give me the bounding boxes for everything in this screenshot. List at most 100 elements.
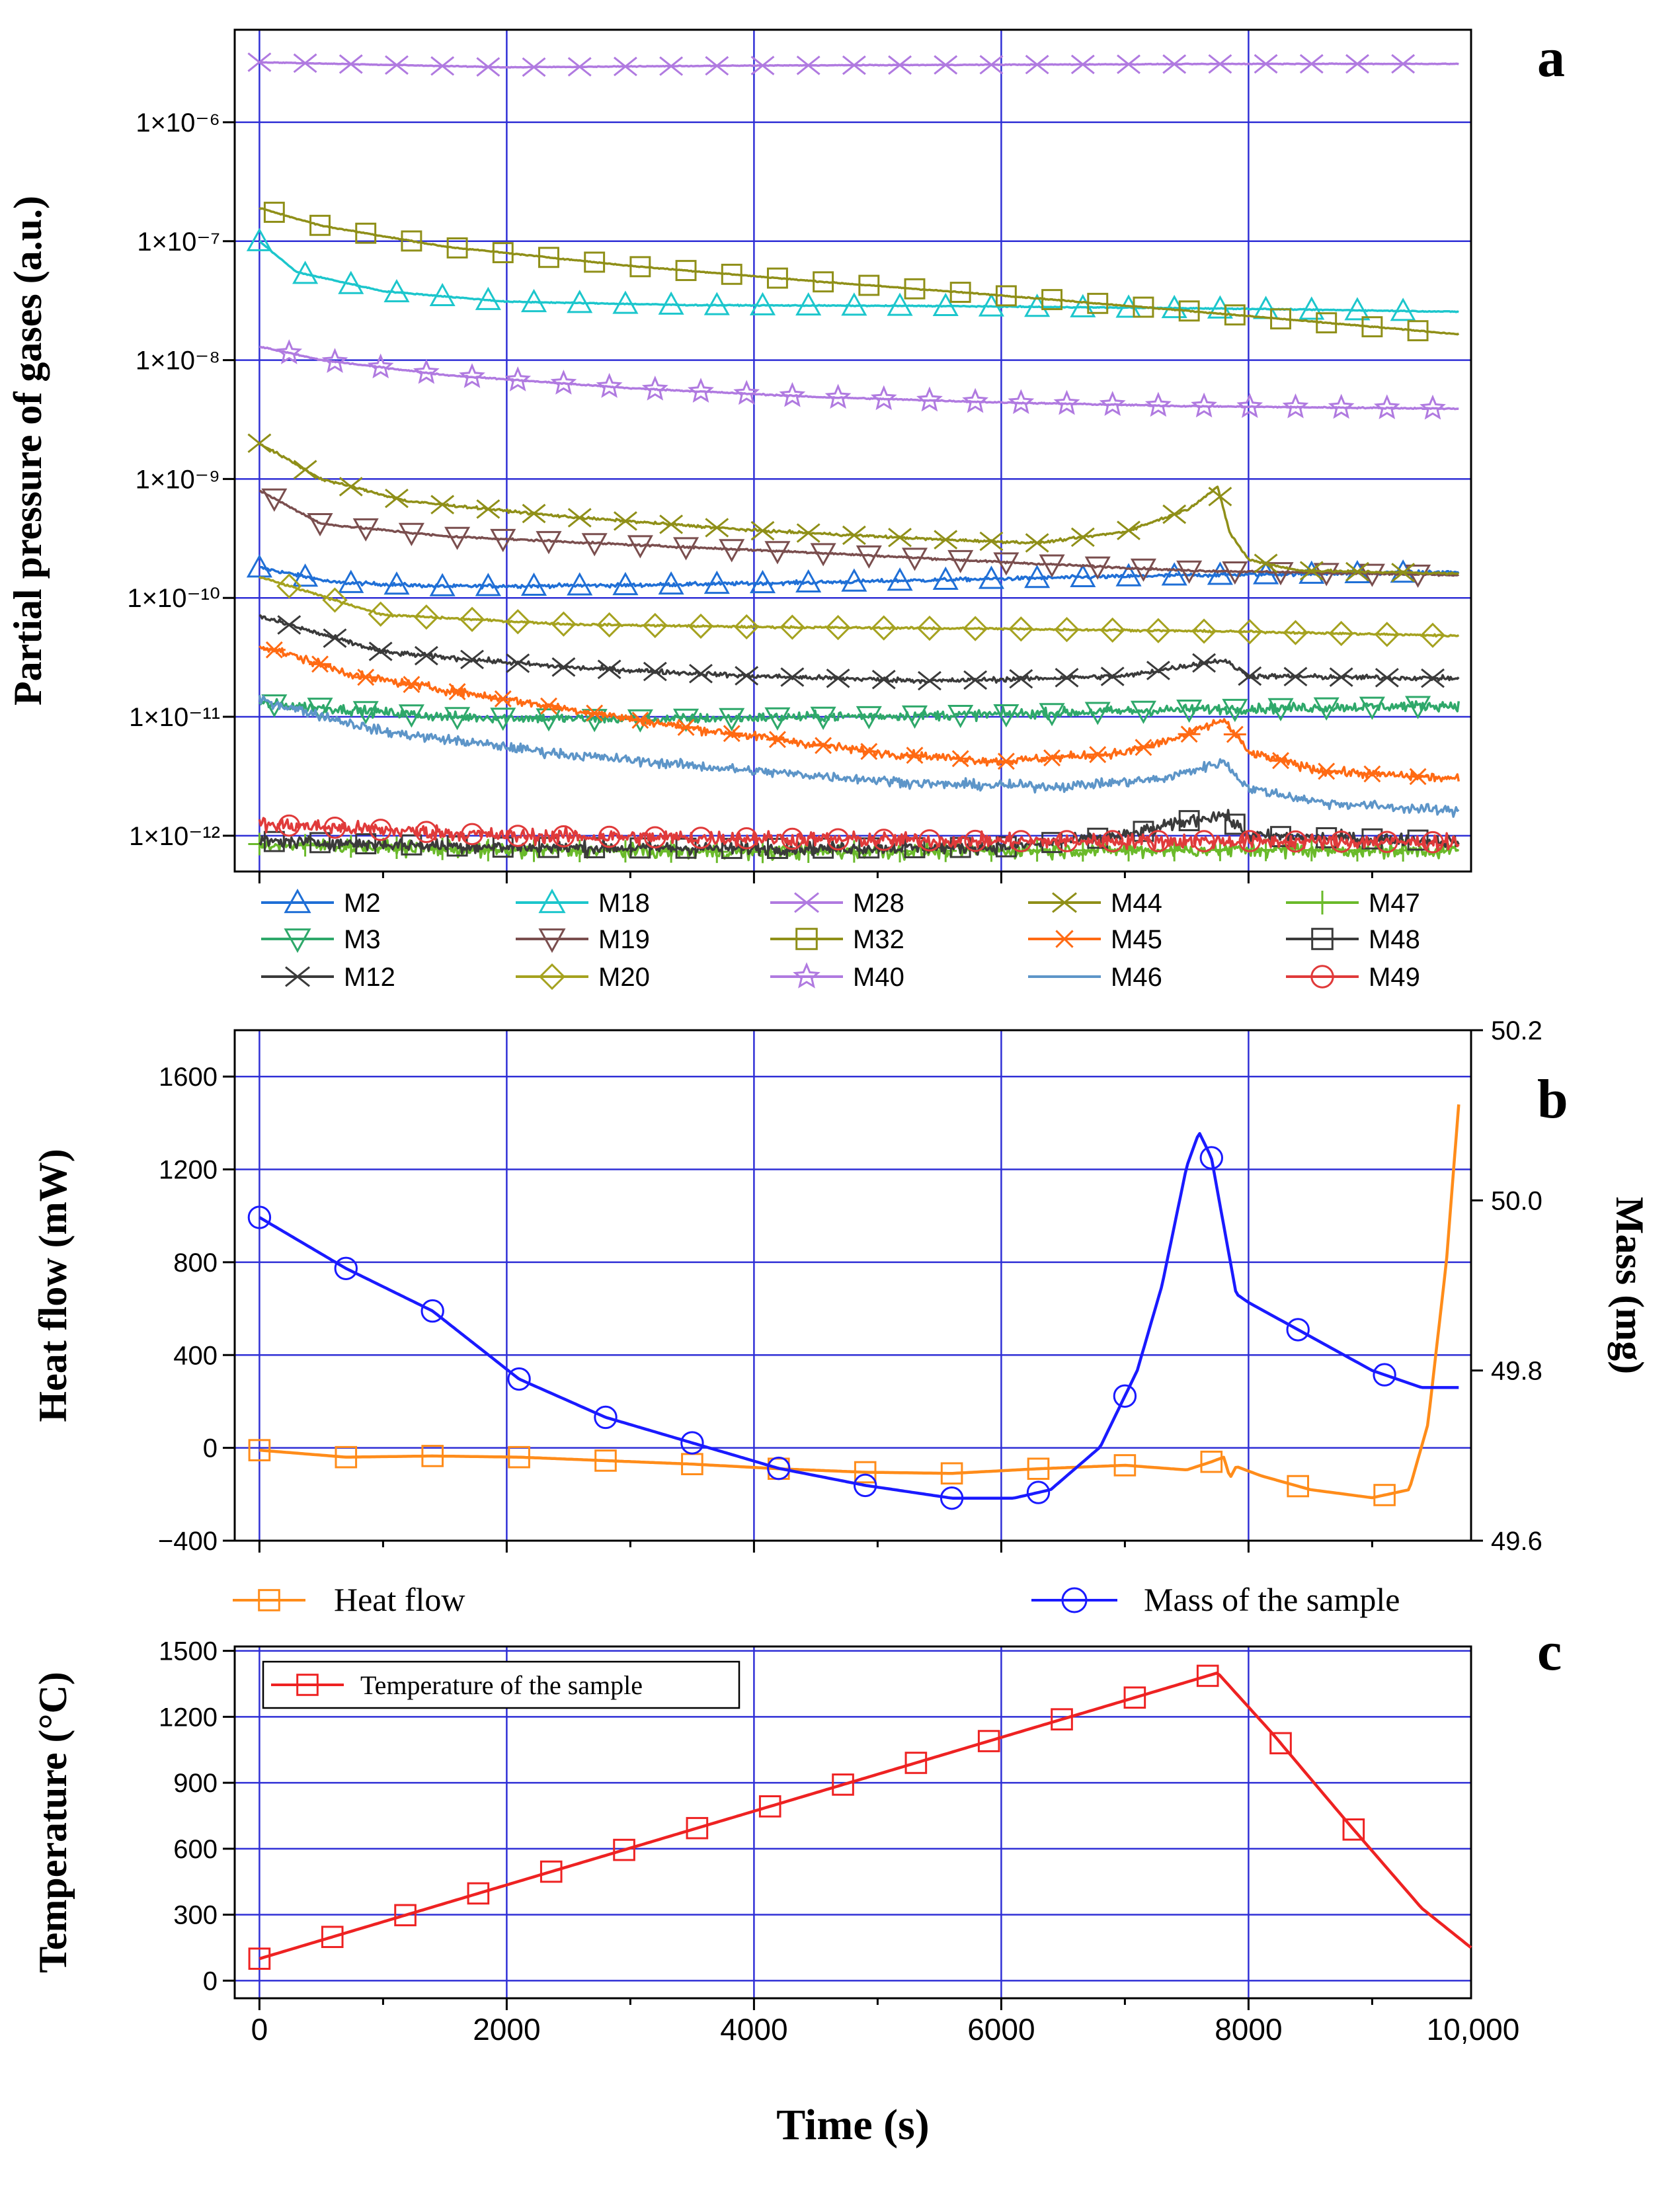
a-marker-M40 [1373,394,1400,419]
a-legend-entry-M48: M48 [1286,925,1420,954]
a-marker-M12 [918,670,941,691]
a-marker-M32 [675,260,697,282]
a-marker-M44 [339,477,363,497]
c-xtick-label: 10,000 [1427,2012,1520,2047]
a-marker-M40 [1008,389,1035,415]
a-ytick-label: 1×10⁻⁸ [136,346,220,376]
a-legend-marker [794,892,819,913]
a-ytick-label: 1×10⁻¹⁰ [127,584,220,613]
a-marker-M28 [1070,54,1095,75]
a-marker-M32 [1361,316,1383,338]
panel-letter-b: b [1537,1069,1568,1130]
a-marker-M2 [887,567,913,591]
a-marker-M2 [1024,565,1051,589]
a-marker-M32 [949,282,971,303]
a-marker-M44 [750,520,775,541]
b-y2tick-label: 50.2 [1491,1016,1542,1045]
a-legend-marker [1310,965,1334,989]
a-series-M46 [258,694,1460,818]
a-marker-M45 [354,669,378,686]
a-legend-label: M45 [1111,925,1162,954]
a-marker-M2 [932,566,959,590]
a-marker-M40 [641,376,668,401]
a-legend-entry-M46: M46 [1028,963,1162,992]
a-marker-M49 [644,826,666,849]
a-marker-M40 [1282,393,1309,419]
a-marker-M49 [1330,831,1353,853]
b-marker-heat-flow [335,1445,358,1469]
a-marker-M49 [872,829,895,851]
a-marker-M12 [780,667,805,687]
a-marker-M45 [262,641,286,659]
a-marker-M32 [721,263,742,285]
c-marker-temperature [832,1773,854,1796]
a-marker-M49 [461,823,483,846]
a-marker-M20 [1008,616,1034,642]
c-marker-temperature [613,1838,635,1861]
a-marker-M32 [858,274,880,296]
a-legend-entry-M18: M18 [516,888,650,918]
a-legend-label: M19 [598,925,650,954]
a-marker-M20 [734,614,760,640]
a-marker-M44 [705,518,729,538]
a-marker-M19 [307,513,333,537]
a-marker-M3 [1130,700,1156,724]
a-marker-M28 [796,56,820,75]
a-marker-M44 [796,523,820,543]
a-marker-M47 [705,840,729,864]
a-marker-M2 [703,570,730,594]
a-marker-M3 [947,704,974,729]
c-marker-temperature [1123,1686,1146,1709]
a-marker-M3 [810,706,836,730]
a-marker-M19 [398,522,424,546]
b-marker-mass [1373,1363,1396,1387]
a-marker-M45 [629,711,652,729]
b-y-axis-title: Heat flow (mW) [31,1149,75,1422]
c-ytick-label: 1500 [159,1637,218,1666]
a-legend-entry-M2: M2 [261,888,381,918]
a-marker-M45 [812,737,835,754]
a-marker-M18 [338,270,364,294]
a-marker-M28 [613,56,637,77]
a-marker-M32 [1316,312,1338,334]
a-legend-marker [1310,891,1334,914]
a-marker-M40 [459,363,485,388]
a-marker-M44 [934,530,958,549]
a-legend-entry-M47: M47 [1286,889,1420,918]
a-legend-label: M47 [1369,889,1420,918]
a-legend-label: M12 [344,963,395,992]
b-y2tick-label: 49.8 [1491,1357,1542,1386]
b-plot-frame [233,1029,1472,1542]
a-marker-M45 [491,690,514,708]
panel-letter-c: c [1537,1621,1562,1682]
a-marker-M32 [492,242,514,264]
a-marker-M20 [1328,620,1354,647]
a-marker-M49 [1193,830,1215,852]
a-marker-M18 [932,292,959,316]
a-marker-M3 [1313,697,1340,721]
a-series-M44 [258,442,1460,576]
c-y-axis-title: Temperature (°C) [31,1672,75,1973]
b-legend-mass: Mass of the sample [1031,1581,1400,1618]
a-series-M19 [259,489,1460,577]
a-marker-M19 [536,531,562,555]
a-marker-M2 [292,563,319,587]
a-marker-M48 [1133,821,1154,842]
a-marker-M3 [1267,698,1294,721]
a-marker-M49 [552,825,575,848]
b-y2tick-label: 49.6 [1491,1527,1542,1556]
b-ytick-label: 1200 [159,1156,218,1185]
a-marker-M45 [1361,765,1384,783]
a-marker-M32 [904,278,926,300]
a-marker-M18 [1344,297,1371,321]
a-legend-entry-M28: M28 [770,889,904,918]
a-marker-M49 [735,827,758,850]
a-marker-M32 [1407,320,1429,342]
a-marker-M20 [642,612,668,639]
b-marker-mass [680,1431,704,1455]
a-marker-M40 [916,386,943,412]
a-marker-M44 [293,460,317,480]
a-marker-M3 [1405,696,1431,719]
a-marker-M40 [413,358,440,384]
b-marker-mass [1113,1384,1137,1408]
